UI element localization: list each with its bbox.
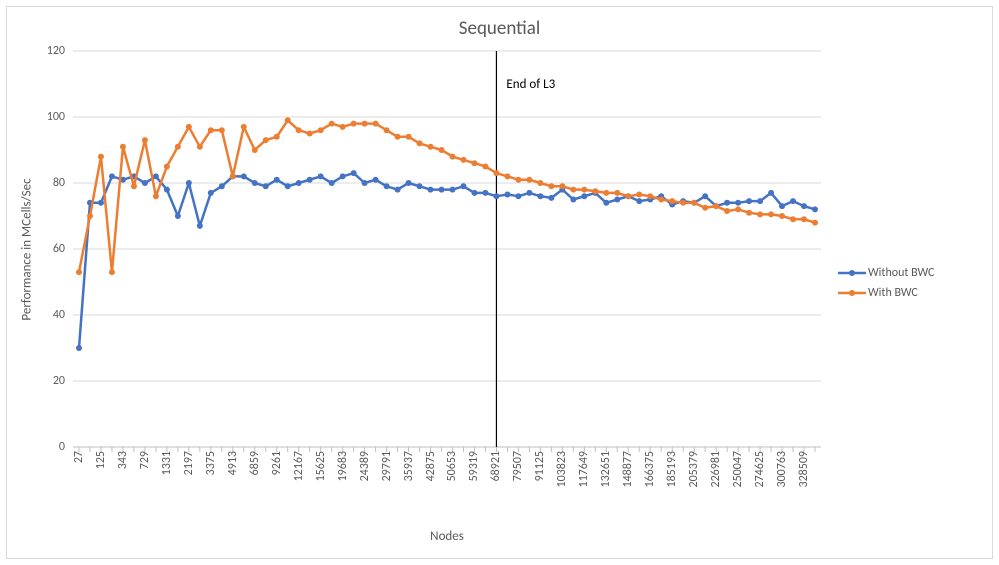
x-tick-label: 729 — [138, 447, 152, 469]
x-tick-label: 300763 — [775, 447, 789, 488]
x-tick-label: 29791 — [380, 447, 394, 481]
x-tick-label: 226981 — [709, 447, 723, 488]
x-tick-label: 250047 — [731, 447, 745, 488]
legend-label-without-bwc: Without BWC — [868, 266, 934, 280]
x-tick-label: 4913 — [226, 447, 240, 475]
x-tick-label: 274625 — [753, 447, 767, 488]
x-tick-label: 24389 — [358, 447, 372, 481]
x-tick-label: 103823 — [555, 447, 569, 488]
x-tick-label: 125 — [94, 447, 108, 469]
x-tick-label: 68921 — [489, 447, 503, 481]
x-tick-label: 35937 — [402, 447, 416, 481]
plot-area: 0204060801001202712534372913312197337549… — [73, 51, 821, 447]
legend-swatch-without-bwc — [838, 267, 866, 279]
x-tick-label: 328509 — [797, 447, 811, 488]
y-tick-label: 60 — [53, 242, 73, 256]
legend-label-with-bwc: With BWC — [868, 286, 918, 300]
chart-frame: Sequential Performance in MCells/Sec 020… — [6, 6, 993, 559]
x-axis-title: Nodes — [73, 529, 821, 544]
x-tick-label: 12167 — [292, 447, 306, 481]
x-tick-label: 27 — [72, 447, 86, 463]
x-tick-label: 9261 — [270, 447, 284, 475]
x-tick-label: 1331 — [160, 447, 174, 475]
x-tick-label: 166375 — [643, 447, 657, 488]
x-tick-label: 2197 — [182, 447, 196, 475]
y-axis-title: Performance in MCells/Sec — [17, 51, 37, 447]
x-tick-label: 148877 — [621, 447, 635, 488]
legend-item-with-bwc: With BWC — [838, 286, 978, 300]
x-tick-label: 185193 — [665, 447, 679, 488]
y-axis-title-text: Performance in MCells/Sec — [20, 178, 35, 320]
y-tick-label: 120 — [47, 44, 73, 58]
y-tick-label: 0 — [59, 440, 73, 454]
legend: Without BWC With BWC — [838, 7, 978, 558]
x-tick-label: 42875 — [424, 447, 438, 481]
y-tick-label: 20 — [53, 374, 73, 388]
legend-swatch-with-bwc — [838, 287, 866, 299]
x-tick-label: 132651 — [599, 447, 613, 488]
legend-item-without-bwc: Without BWC — [838, 266, 978, 280]
x-tick-label: 91125 — [533, 447, 547, 481]
y-tick-label: 40 — [53, 308, 73, 322]
y-tick-label: 80 — [53, 176, 73, 190]
y-tick-label: 100 — [47, 110, 73, 124]
x-tick-label: 343 — [116, 447, 130, 469]
x-tick-label: 205379 — [687, 447, 701, 488]
plot-svg — [73, 51, 821, 447]
x-tick-label: 6859 — [248, 447, 262, 475]
x-tick-label: 19683 — [336, 447, 350, 481]
annotation-end-of-l3: End of L3 — [506, 77, 555, 92]
x-tick-label: 59319 — [467, 447, 481, 481]
x-tick-label: 50653 — [445, 447, 459, 481]
x-tick-label: 117649 — [577, 447, 591, 488]
x-tick-label: 79507 — [511, 447, 525, 481]
x-tick-label: 3375 — [204, 447, 218, 475]
x-tick-label: 15625 — [314, 447, 328, 481]
